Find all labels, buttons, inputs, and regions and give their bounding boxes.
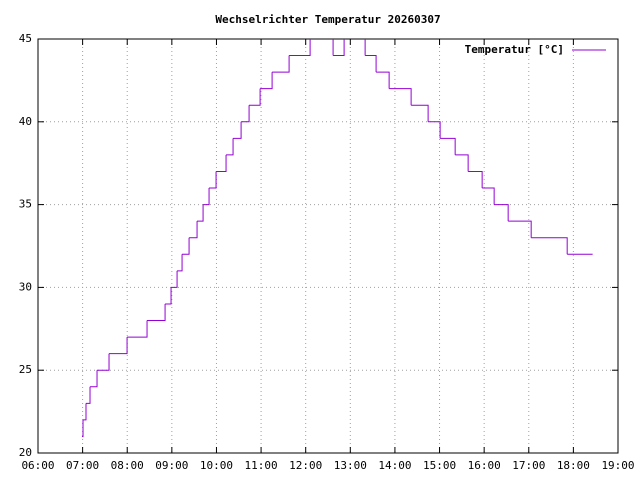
x-tick-label: 11:00 (245, 459, 278, 472)
step-segment (364, 39, 366, 56)
step-segment (97, 353, 110, 371)
x-tick-label: 12:00 (289, 459, 322, 472)
step-segment (147, 303, 166, 322)
step-segment (260, 72, 273, 90)
step-segment (249, 88, 261, 106)
step-segment (289, 39, 311, 57)
step-segment (216, 154, 227, 172)
x-tick-label: 08:00 (111, 459, 144, 472)
plot-border (37, 38, 619, 454)
step-segment (209, 171, 217, 189)
y-tick-label: 20 (19, 446, 32, 459)
step-segment (189, 221, 198, 239)
step-segment (226, 138, 234, 156)
step-segment (241, 105, 250, 123)
x-tick-label: 10:00 (200, 459, 233, 472)
step-segment (203, 188, 210, 206)
y-tick-label: 45 (19, 32, 32, 45)
step-segment (83, 403, 87, 421)
x-tick-label: 15:00 (423, 459, 456, 472)
step-segment (494, 204, 509, 222)
x-tick-label: 07:00 (66, 459, 99, 472)
legend-label: Temperatur [°C] (465, 43, 564, 56)
step-segment (82, 419, 84, 437)
step-segment (440, 137, 456, 155)
x-tick-label: 18:00 (557, 459, 590, 472)
step-segment (86, 386, 91, 404)
step-segment (177, 254, 183, 272)
step-segment (365, 55, 377, 73)
y-tick-label: 40 (19, 115, 32, 128)
step-segment (468, 170, 483, 189)
step-segment (165, 287, 172, 305)
plot-area (82, 39, 593, 437)
chart-title: Wechselrichter Temperatur 20260307 (215, 13, 440, 26)
x-tick-label: 14:00 (378, 459, 411, 472)
y-tick-label: 30 (19, 280, 32, 293)
step-segment (332, 39, 334, 56)
x-tick-label: 13:00 (334, 459, 367, 472)
step-segment (428, 121, 441, 139)
step-segment (182, 237, 190, 255)
step-segment (109, 337, 128, 355)
y-tick-label: 25 (19, 363, 32, 376)
step-segment (455, 154, 469, 172)
x-tick-label: 19:00 (601, 459, 634, 472)
step-segment (531, 237, 568, 255)
step-segment (233, 121, 242, 139)
x-tick-label: 09:00 (155, 459, 188, 472)
step-segment (272, 55, 290, 73)
step-segment (376, 71, 390, 89)
step-segment (508, 220, 532, 238)
step-segment (482, 187, 495, 205)
y-tick-label: 35 (19, 198, 32, 211)
x-tick-label: 16:00 (468, 459, 501, 472)
x-tick-label: 17:00 (512, 459, 545, 472)
step-segment (171, 270, 178, 288)
step-segment (127, 320, 148, 338)
step-segment (197, 204, 204, 222)
step-segment (333, 39, 345, 57)
step-segment (389, 88, 412, 106)
step-segment (90, 370, 98, 388)
x-tick-label: 06:00 (21, 459, 54, 472)
step-segment (411, 104, 429, 122)
